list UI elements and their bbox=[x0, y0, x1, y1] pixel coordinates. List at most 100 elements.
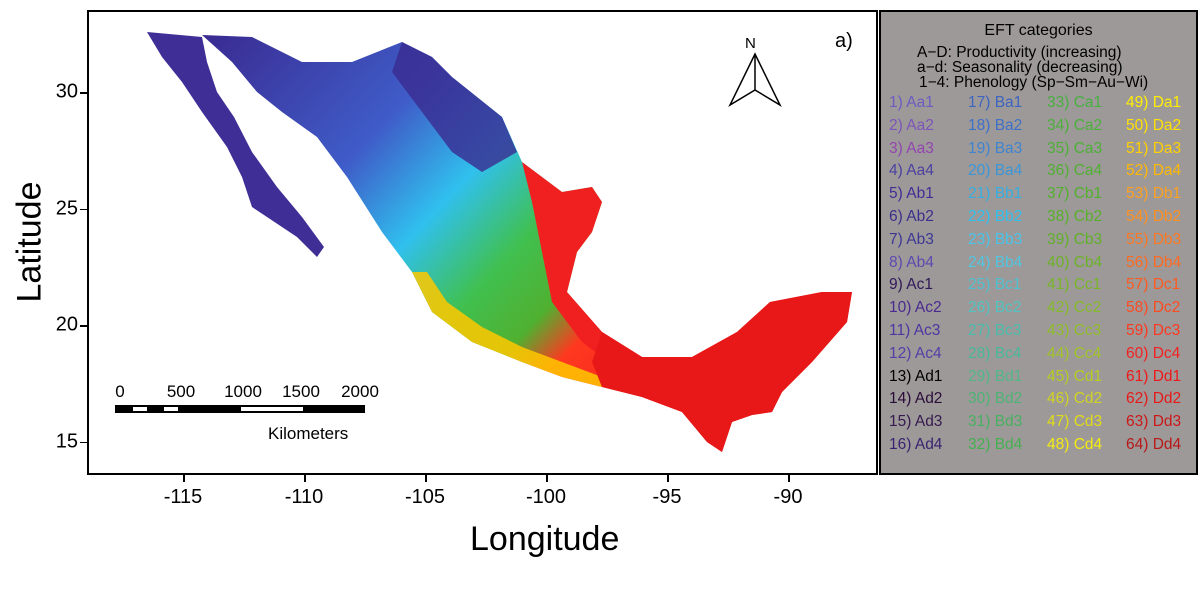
scale-bar bbox=[115, 405, 365, 413]
y-tick-mark bbox=[80, 441, 87, 443]
legend-item: 37) Cb1 bbox=[1047, 185, 1103, 203]
legend-item: 33) Ca1 bbox=[1047, 94, 1103, 111]
legend-item: 47) Cd3 bbox=[1047, 413, 1103, 431]
legend-item: 4) Aa4 bbox=[889, 162, 934, 180]
mexico-eft-map bbox=[147, 32, 852, 452]
legend-item: 57) Dc1 bbox=[1126, 276, 1181, 294]
scale-label: 1500 bbox=[282, 382, 320, 401]
y-tick-label: 20 bbox=[55, 313, 78, 336]
legend-item: 54) Db2 bbox=[1126, 208, 1182, 225]
legend-item: 41) Cc1 bbox=[1047, 276, 1102, 294]
legend-item: 24) Bb4 bbox=[968, 253, 1023, 271]
legend-item: 27) Bc3 bbox=[968, 322, 1022, 339]
legend-item: 9) Ac1 bbox=[889, 276, 933, 294]
legend-item: 62) Dd2 bbox=[1126, 390, 1182, 408]
legend-item: 17) Ba1 bbox=[968, 94, 1023, 111]
x-tick-mark bbox=[425, 475, 427, 482]
x-tick-label: -105 bbox=[404, 486, 446, 508]
baja-california bbox=[147, 32, 324, 257]
x-tick-label: -110 bbox=[284, 486, 324, 508]
legend-line: 1−4: Phenology (Sp−Sm−Au−Wi) bbox=[919, 74, 1149, 91]
y-tick-mark bbox=[80, 208, 87, 210]
legend-item: 19) Ba3 bbox=[968, 139, 1023, 157]
x-tick-mark bbox=[546, 475, 548, 482]
legend-item: 8) Ab4 bbox=[889, 253, 934, 271]
legend-item: 46) Cd2 bbox=[1047, 390, 1103, 408]
legend-item: 44) Cc4 bbox=[1047, 344, 1102, 362]
legend-item: 45) Cd1 bbox=[1047, 367, 1103, 385]
legend-item: 13) Ad1 bbox=[889, 367, 943, 385]
y-axis-label: Latitude bbox=[10, 181, 49, 303]
y-tick-mark bbox=[80, 325, 87, 327]
legend-item: 1) Aa1 bbox=[889, 94, 934, 111]
legend-item: 58) Dc2 bbox=[1126, 299, 1181, 317]
y-tick-label: 30 bbox=[55, 80, 78, 103]
legend-item: 6) Ab2 bbox=[889, 208, 934, 225]
legend-item: 43) Cc3 bbox=[1047, 322, 1102, 339]
legend-item: 14) Ad2 bbox=[889, 390, 943, 408]
legend-item: 39) Cb3 bbox=[1047, 230, 1103, 248]
legend-item: 34) Ca2 bbox=[1047, 116, 1103, 134]
legend-item: 55) Db3 bbox=[1126, 230, 1182, 248]
y-tick-label: 25 bbox=[55, 197, 78, 219]
legend-item: 29) Bd1 bbox=[968, 367, 1023, 385]
southeast-red-region bbox=[592, 292, 852, 452]
legend-item: 28) Bc4 bbox=[968, 344, 1022, 362]
map-frame bbox=[87, 10, 878, 475]
legend-item: 32) Bd4 bbox=[968, 436, 1023, 453]
legend-item: 11) Ac3 bbox=[889, 322, 941, 339]
legend-item: 52) Da4 bbox=[1126, 162, 1182, 180]
scale-label: 0 bbox=[115, 382, 125, 401]
legend-line: a−d: Seasonality (decreasing) bbox=[917, 59, 1123, 76]
x-tick-mark bbox=[304, 475, 306, 482]
scale-label: 1000 bbox=[224, 382, 262, 401]
x-tick-label: -95 bbox=[652, 486, 682, 508]
legend-item: 25) Bc1 bbox=[968, 276, 1022, 294]
x-axis-label: Longitude bbox=[470, 520, 620, 558]
x-tick-mark bbox=[183, 475, 185, 482]
north-arrow-icon bbox=[728, 52, 782, 107]
pacific-coast-yellow-band bbox=[412, 272, 602, 387]
legend-item: 40) Cb4 bbox=[1047, 253, 1103, 271]
legend-item: 22) Bb2 bbox=[968, 208, 1023, 225]
legend-item: 18) Ba2 bbox=[968, 116, 1023, 134]
x-tick-mark bbox=[788, 475, 790, 482]
legend-item: 36) Ca4 bbox=[1047, 162, 1103, 180]
legend-item: 10) Ac2 bbox=[889, 299, 942, 317]
legend-line: A−D: Productivity (increasing) bbox=[917, 44, 1122, 61]
y-tick-mark bbox=[80, 92, 87, 94]
gulf-coast-red-band bbox=[522, 162, 642, 372]
x-tick-label: -100 bbox=[525, 486, 567, 508]
legend-item: 21) Bb1 bbox=[968, 185, 1023, 203]
legend-item: 48) Cd4 bbox=[1047, 436, 1103, 453]
x-tick-label: -115 bbox=[163, 486, 203, 508]
scale-label: 2000 bbox=[341, 382, 379, 401]
northeast-dry-region bbox=[392, 42, 517, 172]
legend-item: 23) Bb3 bbox=[968, 230, 1023, 248]
legend-item: 31) Bd3 bbox=[968, 413, 1023, 431]
legend-item: 12) Ac4 bbox=[889, 344, 942, 362]
legend-item: 2) Aa2 bbox=[889, 116, 934, 134]
legend-item: 3) Aa3 bbox=[889, 139, 934, 157]
legend-item: 63) Dd3 bbox=[1126, 413, 1182, 431]
legend-title: EFT categories bbox=[984, 22, 1093, 39]
scale-label: 500 bbox=[166, 382, 196, 401]
legend-item: 35) Ca3 bbox=[1047, 139, 1103, 157]
legend-item: 15) Ad3 bbox=[889, 413, 943, 431]
legend-item: 61) Dd1 bbox=[1126, 367, 1182, 385]
legend-item: 38) Cb2 bbox=[1047, 208, 1103, 225]
north-label: N bbox=[745, 35, 756, 52]
legend-item: 53) Db1 bbox=[1126, 185, 1182, 203]
legend-item: 20) Ba4 bbox=[968, 162, 1023, 180]
legend-item: 26) Bc2 bbox=[968, 299, 1022, 317]
legend-item: 56) Db4 bbox=[1126, 253, 1182, 271]
legend-item: 60) Dc4 bbox=[1126, 344, 1181, 362]
legend-item: 5) Ab1 bbox=[889, 185, 934, 203]
legend-item: 30) Bd2 bbox=[968, 390, 1023, 408]
panel-label: a) bbox=[835, 30, 853, 52]
legend-item: 49) Da1 bbox=[1126, 94, 1182, 111]
y-tick-label: 15 bbox=[55, 430, 78, 452]
legend-item: 64) Dd4 bbox=[1126, 436, 1182, 453]
legend-item: 16) Ad4 bbox=[889, 436, 943, 453]
scale-unit: Kilometers bbox=[268, 424, 349, 443]
